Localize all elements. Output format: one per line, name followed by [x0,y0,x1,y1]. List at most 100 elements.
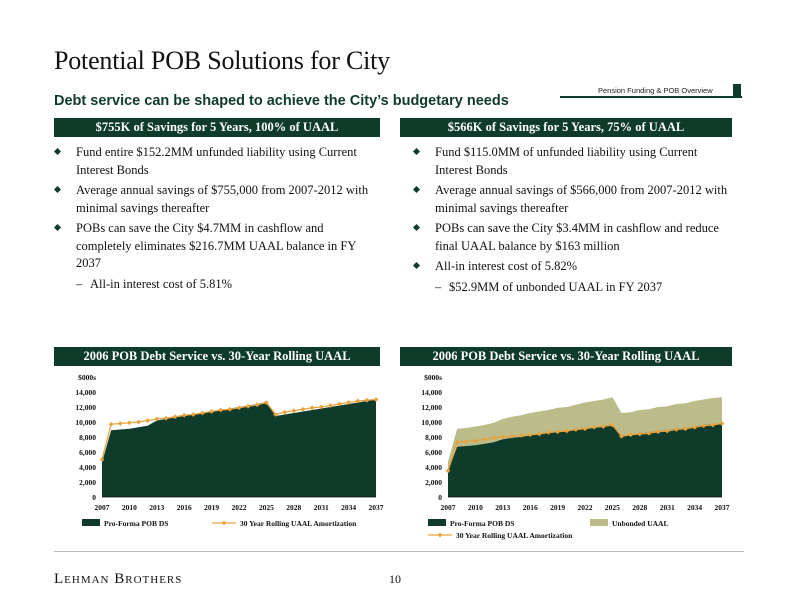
page-title: Potential POB Solutions for City [54,46,390,75]
y-tick-label: 14,000 [75,388,96,397]
y-tick-label: 2,000 [79,478,96,487]
y-tick-label: 6,000 [425,448,442,457]
uaal-amortization-point [264,400,269,405]
x-tick-label: 2007 [441,503,456,512]
header-tab [733,84,741,96]
pro-forma-pob-ds-area [102,399,376,497]
y-tick-label: $000s [78,373,96,382]
x-tick-label: 2025 [259,503,274,512]
uaal-amortization-point [637,431,643,437]
uaal-amortization-point [710,422,716,428]
list-item: Fund entire $152.2MM unfunded liability … [54,144,376,179]
uaal-amortization-point [282,409,288,415]
right-chart: 0 2,000 4,000 6,000 8,000 10,000 12,000 14,000 $… [421,373,730,540]
legend-label: 30 Year Rolling UAAL Amortization [240,519,357,528]
uaal-amortization-point [610,422,615,428]
y-tick-label: 8,000 [425,433,442,442]
x-tick-label: 2022 [232,503,247,512]
left-chart-header: 2006 POB Debt Service vs. 30-Year Rollin… [54,347,380,366]
right-bullets: Fund $115.0MM of unfunded liability usin… [413,144,735,296]
y-tick-label: 10,000 [75,418,96,427]
uaal-amortization-point [582,426,588,432]
diamond-bullet-icon [413,262,420,269]
uaal-amortization-point [337,401,342,407]
uaal-amortization-point [555,429,560,435]
legend-label: Pro-Forma POB DS [104,519,168,528]
diamond-bullet-icon [54,224,61,231]
sub-bullet: – All-in interest cost of 5.81% [76,276,232,291]
x-tick-label: 2028 [286,503,301,512]
legend-label: Pro-Forma POB DS [450,519,514,528]
left-header: $755K of Savings for 5 Years, 100% of UA… [54,118,380,137]
x-tick-label: 2019 [204,503,219,512]
uaal-amortization-point [673,427,679,432]
page-number: 10 [389,572,401,586]
x-tick-label: 2010 [122,503,137,512]
legend-swatch [428,519,446,526]
diamond-bullet-icon [413,186,420,193]
x-tick-label: 2034 [687,503,702,512]
y-tick-label: $000s [424,373,442,382]
diamond-bullet-icon [413,148,420,155]
unbonded-uaal-area [448,397,722,472]
pro-forma-pob-ds-area [448,423,722,497]
page-subtitle: Debt service can be shaped to achieve th… [54,93,509,109]
uaal-amortization-point [364,397,370,403]
y-tick-label: 4,000 [79,463,96,472]
diamond-bullet-icon [413,224,420,231]
uaal-amortization-point [108,421,114,427]
footer-logo: Lehman Brothers [54,571,183,587]
x-tick-label: 2007 [95,503,110,512]
uaal-amortization-point [145,418,151,423]
uaal-amortization-point [309,405,315,411]
uaal-amortization-point [518,433,524,438]
uaal-amortization-point [127,420,132,426]
x-tick-label: 2022 [578,503,593,512]
y-tick-label: 0 [92,493,96,502]
x-tick-label: 2013 [149,503,164,512]
x-tick-label: 2031 [660,503,675,512]
x-tick-label: 2025 [605,503,620,512]
x-tick-label: 2037 [715,503,730,512]
uaal-amortization-point [346,400,351,405]
list-item: Average annual savings of $566,000 from … [413,182,735,217]
uaal-amortization-point [573,427,579,432]
x-tick-label: 2028 [632,503,647,512]
right-header: $566K of Savings for 5 Years, 75% of UAA… [400,118,732,137]
uaal-amortization-point [473,438,478,444]
uaal-amortization-point [491,435,497,441]
uaal-amortization-point [527,432,533,438]
x-tick-label: 2034 [341,503,356,512]
x-tick-label: 2013 [495,503,510,512]
y-tick-label: 8,000 [79,433,96,442]
uaal-amortization-point [683,426,688,432]
uaal-amortization-point [254,402,260,408]
list-item: POBs can save the City $3.4MM in cashflo… [413,220,735,255]
header-rule [560,96,742,98]
sub-bullet: – $52.9MM of unbonded UAAL in FY 2037 [435,279,663,294]
uaal-amortization-point [591,424,597,430]
uaal-amortization-point [509,433,515,439]
uaal-amortization-point [117,421,123,426]
legend-label: 30 Year Rolling UAAL Amortization [456,531,573,540]
y-tick-label: 10,000 [421,418,442,427]
legend-marker [221,520,227,526]
diamond-bullet-icon [54,186,61,193]
legend-label: Unbonded UAAL [612,519,668,528]
y-tick-label: 6,000 [79,448,96,457]
x-tick-label: 2037 [369,503,384,512]
x-tick-label: 2010 [468,503,483,512]
list-item: Average annual savings of $755,000 from … [54,182,376,217]
uaal-amortization-point [600,424,606,429]
y-tick-label: 12,000 [75,403,96,412]
uaal-amortization-point [646,430,652,436]
legend-swatch [590,519,608,526]
x-tick-label: 2016 [523,503,538,512]
uaal-amortization-point [482,436,487,442]
x-tick-label: 2019 [550,503,565,512]
uaal-amortization-point [291,408,297,414]
list-item: Fund $115.0MM of unfunded liability usin… [413,144,735,179]
uaal-amortization-point [355,398,361,404]
uaal-amortization-point [536,431,542,437]
right-chart-header: 2006 POB Debt Service vs. 30-Year Rollin… [400,347,732,366]
